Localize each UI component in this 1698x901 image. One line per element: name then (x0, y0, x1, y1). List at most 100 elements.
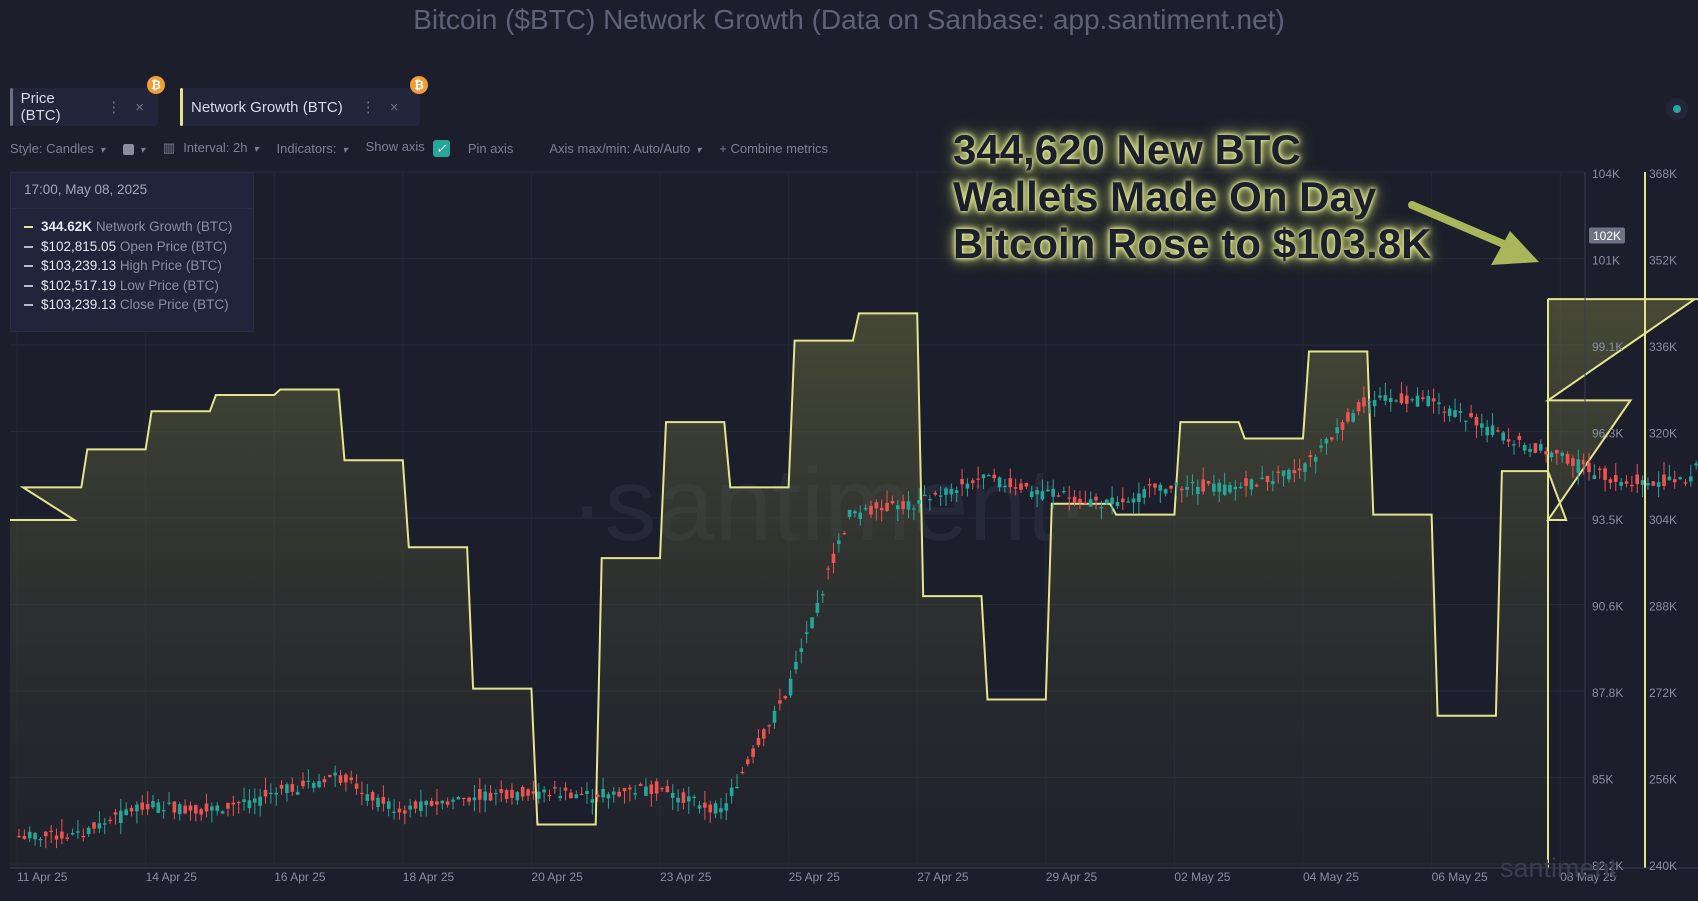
price-candle (601, 788, 605, 798)
tab-network-growth[interactable]: Network Growth (BTC) ⋮ × (180, 88, 420, 126)
price-candle (317, 781, 321, 788)
price-candle (1378, 395, 1382, 398)
price-candle (1555, 450, 1559, 454)
annotation-arrow (1408, 201, 1539, 265)
x-tick-label: 06 May 25 (1432, 870, 1488, 884)
price-candle (1656, 482, 1661, 487)
price-candle (574, 794, 579, 799)
price-candle (654, 781, 659, 794)
price-candle (1356, 402, 1361, 412)
interval-select[interactable]: ▥ Interval: 2h ▾ (163, 140, 259, 156)
price-candle (735, 786, 739, 789)
price-candle (1608, 479, 1613, 483)
price-candle (585, 791, 589, 794)
price-candle (719, 808, 723, 813)
price-candle (311, 782, 316, 788)
price-candle (1201, 479, 1205, 492)
price-candle (869, 505, 873, 515)
price-candle (252, 798, 257, 803)
price-candle (472, 797, 477, 801)
pin-axis-toggle[interactable]: Pin axis (468, 141, 514, 156)
price-candle (1453, 410, 1457, 417)
axis-maxmin-label: Axis max/min: Auto/Auto (549, 140, 691, 156)
price-candle (944, 488, 948, 495)
price-candle (1179, 488, 1184, 491)
chevron-down-icon: ▾ (253, 144, 259, 155)
price-candle (354, 783, 359, 789)
price-candle (488, 792, 493, 801)
price-candle (1276, 471, 1281, 473)
more-options-icon[interactable]: ⋮ (106, 99, 122, 116)
price-candle (1287, 469, 1291, 480)
checkbox-checked-icon[interactable]: ✓ (432, 139, 450, 157)
price-candle (906, 501, 911, 510)
price-candle (1672, 479, 1677, 483)
price-candle (204, 803, 209, 812)
price-candle (360, 792, 364, 795)
price-candle (885, 502, 889, 511)
price-candle (199, 809, 203, 815)
price-tick-label: 104K (1592, 167, 1620, 181)
price-candle (1238, 486, 1243, 489)
color-select[interactable]: ▾ (122, 141, 145, 156)
tab-price-btc[interactable]: Price (BTC) ⋮ × (10, 88, 158, 126)
price-candle (376, 797, 380, 808)
price-candle (1667, 476, 1672, 481)
price-candle (1078, 498, 1082, 503)
price-candle (858, 512, 863, 520)
price-candle (167, 802, 171, 804)
status-dot-icon[interactable] (1666, 98, 1688, 120)
x-tick-label: 25 Apr 25 (789, 870, 841, 884)
price-candle (1405, 395, 1409, 404)
price-candle (269, 792, 273, 795)
price-candle (1046, 489, 1050, 492)
price-candle (408, 805, 412, 810)
show-axis-toggle[interactable]: Show axis ✓ (366, 139, 450, 157)
price-candle (526, 789, 530, 796)
price-candle (381, 797, 386, 804)
price-candle (1517, 435, 1522, 440)
price-candle (102, 823, 107, 825)
price-candle (729, 787, 734, 797)
price-candle (1603, 468, 1607, 480)
price-candle (1056, 495, 1061, 497)
growth-tick-label: 272K (1649, 686, 1677, 700)
price-candle (1383, 395, 1388, 401)
price-candle (1399, 393, 1404, 404)
indicators-select[interactable]: Indicators: ▾ (277, 141, 348, 156)
annotation-line: 344,620 New BTC (953, 126, 1301, 173)
price-candle (215, 805, 220, 811)
price-candle (928, 499, 932, 501)
price-candle (660, 788, 664, 790)
price-candle (1072, 496, 1077, 503)
price-candle (54, 835, 59, 840)
network-growth-series (10, 298, 1698, 868)
price-candle (617, 791, 621, 797)
price-candle (1040, 491, 1045, 500)
x-tick-label: 27 Apr 25 (917, 870, 969, 884)
price-candle (1185, 486, 1189, 490)
combine-metrics-button[interactable]: + Combine metrics (719, 140, 829, 156)
price-candle (569, 792, 573, 799)
legend-value: 344.62K (41, 219, 93, 234)
more-options-icon[interactable]: ⋮ (360, 99, 376, 116)
close-icon[interactable]: × (389, 98, 399, 116)
price-candle (633, 793, 638, 795)
price-candle (151, 801, 155, 808)
price-candle (1442, 411, 1447, 413)
price-candle (649, 784, 654, 795)
price-candle (1576, 459, 1581, 474)
price-candle (365, 794, 370, 801)
price-candle (1415, 395, 1420, 407)
price-candle (1346, 412, 1350, 422)
style-select[interactable]: Style: Candles ▾ (10, 141, 105, 156)
tab-color-bar (180, 88, 183, 126)
close-icon[interactable]: × (135, 98, 144, 116)
price-candle (177, 804, 182, 815)
growth-tick-label: 304K (1649, 513, 1677, 527)
legend-swatch (24, 265, 33, 268)
axis-maxmin-select[interactable]: Axis max/min: Auto/Auto ▾ (549, 141, 701, 156)
price-candle (22, 835, 27, 839)
legend-row-network-growth: 344.62K Network Growth (BTC) (11, 217, 253, 237)
